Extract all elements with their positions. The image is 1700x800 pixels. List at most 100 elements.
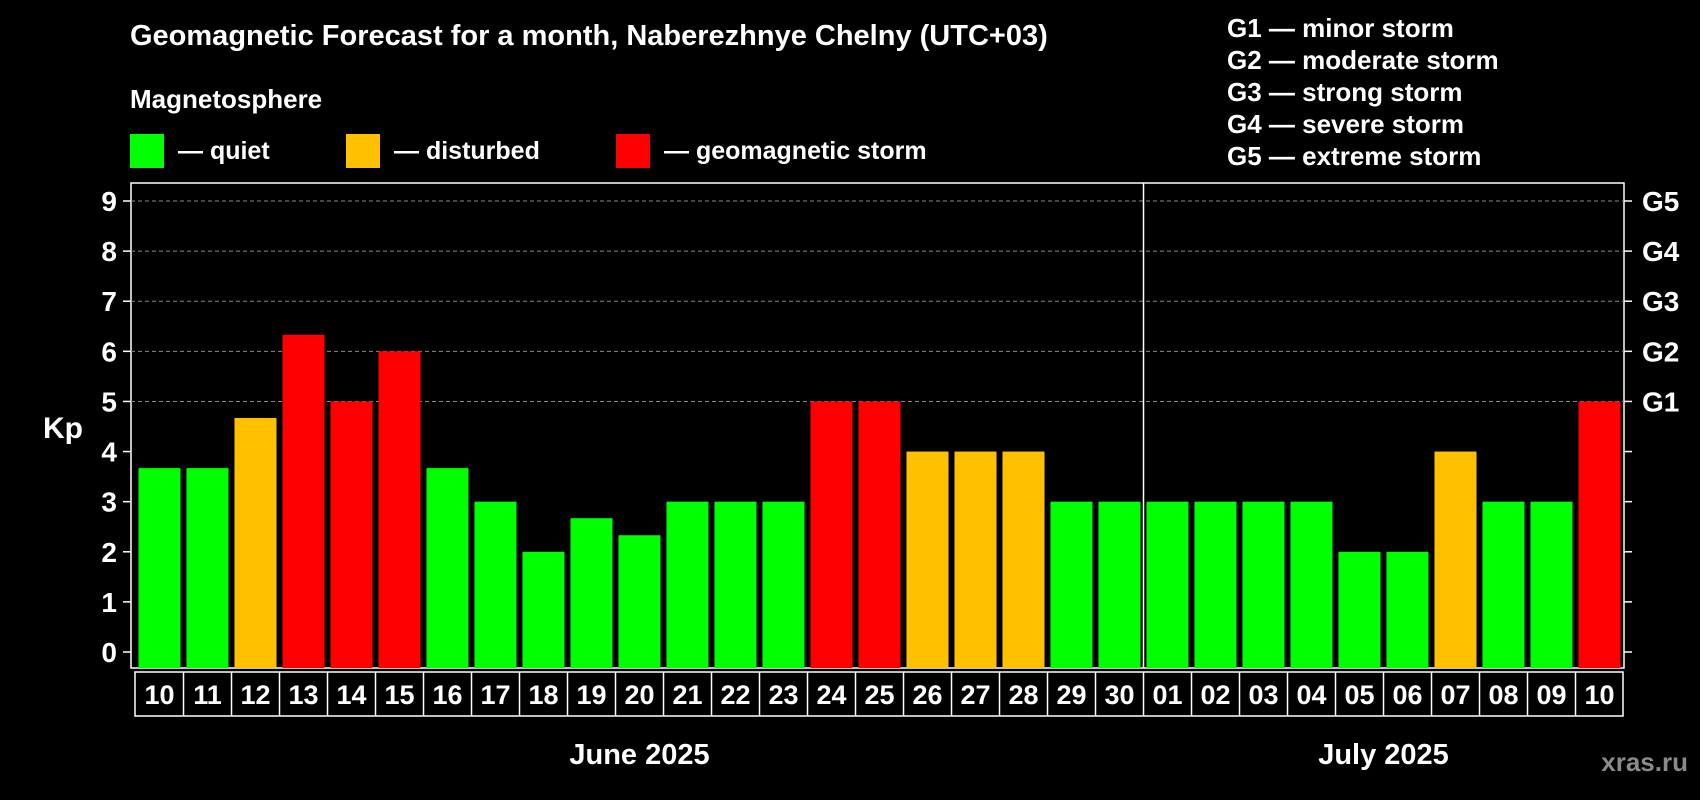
bar-storm	[330, 401, 373, 668]
y-tick-label: 0	[101, 637, 117, 668]
watermark: xras.ru	[1601, 747, 1688, 777]
legend-item-quiet: — quiet	[130, 134, 270, 168]
bar-quiet	[522, 551, 565, 668]
bar-quiet	[1146, 501, 1189, 668]
bar-disturbed	[906, 451, 949, 668]
month-label: July 2025	[1318, 739, 1449, 771]
bar-quiet	[666, 501, 709, 668]
y-tick-label: 5	[101, 386, 117, 417]
chart-title: Geomagnetic Forecast for a month, Nabere…	[130, 20, 1048, 52]
bar-quiet	[762, 501, 805, 668]
y-tick-label: 2	[101, 537, 117, 568]
x-tick-label: 15	[384, 680, 414, 710]
legend-label-quiet: — quiet	[178, 136, 270, 165]
x-tick-label: 05	[1344, 680, 1374, 710]
x-tick-label: 01	[1152, 680, 1182, 710]
bar-disturbed	[1434, 451, 1477, 668]
bar-quiet	[474, 501, 517, 668]
x-tick-label: 02	[1200, 680, 1230, 710]
bar-disturbed	[1002, 451, 1045, 668]
x-tick-label: 10	[1584, 680, 1614, 710]
x-tick-label: 23	[768, 680, 798, 710]
x-tick-label: 08	[1488, 680, 1518, 710]
x-tick-label: 07	[1440, 680, 1470, 710]
bar-storm	[1578, 401, 1621, 668]
x-tick-label: 20	[624, 680, 654, 710]
bar-disturbed	[234, 417, 277, 668]
x-tick-label: 19	[576, 680, 606, 710]
legend-label-storm: — geomagnetic storm	[664, 136, 927, 165]
bar-quiet	[138, 468, 181, 668]
bar-quiet	[426, 468, 469, 668]
bar-quiet	[1482, 501, 1525, 668]
g-scale-label: G5	[1642, 186, 1679, 217]
x-tick-label: 09	[1536, 680, 1566, 710]
x-tick-label: 14	[336, 680, 366, 710]
bar-storm	[378, 351, 421, 668]
x-tick-label: 25	[864, 680, 894, 710]
x-tick-label: 26	[912, 680, 942, 710]
x-tick-label: 13	[288, 680, 318, 710]
x-tick-label: 11	[193, 680, 222, 710]
storm-scale-g2: G2 — moderate storm	[1227, 45, 1499, 75]
y-tick-label: 7	[101, 286, 117, 317]
y-tick-label: 3	[101, 487, 117, 518]
month-label: June 2025	[569, 739, 709, 771]
legend-item-storm: — geomagnetic storm	[616, 134, 927, 168]
legend-swatch-storm	[616, 134, 650, 168]
y-tick-label: 8	[101, 236, 117, 267]
legend-title: Magnetosphere	[130, 84, 323, 114]
storm-scale-g5: G5 — extreme storm	[1227, 141, 1482, 171]
bar-storm	[282, 334, 325, 668]
legend-swatch-quiet	[130, 134, 164, 168]
x-tick-label: 18	[528, 680, 558, 710]
bar-quiet	[618, 535, 661, 668]
legend-label-disturbed: — disturbed	[394, 136, 540, 165]
bar-quiet	[1194, 501, 1237, 668]
storm-scale-g1: G1 — minor storm	[1227, 13, 1454, 43]
x-tick-label: 17	[480, 680, 510, 710]
g-scale-label: G3	[1642, 286, 1679, 317]
storm-scale-g3: G3 — strong storm	[1227, 77, 1463, 107]
x-tick-label: 22	[720, 680, 750, 710]
storm-scale-g4: G4 — severe storm	[1227, 109, 1465, 139]
x-tick-label: 29	[1056, 680, 1086, 710]
bar-quiet	[1386, 551, 1429, 668]
bar-quiet	[1338, 551, 1381, 668]
bar-quiet	[186, 468, 229, 668]
x-tick-label: 21	[672, 680, 702, 710]
legend-swatch-disturbed	[346, 134, 380, 168]
x-tick-label: 28	[1008, 680, 1038, 710]
x-axis-box	[134, 671, 1624, 717]
bar-quiet	[570, 518, 613, 668]
x-tick-label: 03	[1248, 680, 1278, 710]
bar-quiet	[714, 501, 757, 668]
bar-disturbed	[954, 451, 997, 668]
y-tick-label: 6	[101, 336, 117, 367]
g-scale-label: G4	[1642, 236, 1680, 267]
bar-quiet	[1098, 501, 1141, 668]
y-tick-label: 4	[101, 437, 117, 468]
bar-storm	[810, 401, 853, 668]
y-tick-label: 9	[101, 186, 117, 217]
y-tick-label: 1	[101, 587, 117, 618]
g-scale-label: G2	[1642, 336, 1679, 367]
x-tick-label: 30	[1104, 680, 1134, 710]
storm-scale-legend: G1 — minor storm G2 — moderate storm G3 …	[1227, 12, 1499, 172]
bar-quiet	[1530, 501, 1573, 668]
x-tick-label: 27	[960, 680, 990, 710]
bar-quiet	[1290, 501, 1333, 668]
legend-item-disturbed: — disturbed	[346, 134, 540, 168]
x-tick-label: 12	[240, 680, 270, 710]
x-tick-label: 10	[144, 680, 174, 710]
bar-quiet	[1050, 501, 1093, 668]
bar-storm	[858, 401, 901, 668]
x-tick-label: 04	[1296, 680, 1326, 710]
x-tick-label: 24	[816, 680, 846, 710]
g-scale-label: G1	[1642, 386, 1679, 417]
bar-quiet	[1242, 501, 1285, 668]
x-tick-label: 06	[1392, 680, 1422, 710]
x-tick-label: 16	[432, 680, 462, 710]
y-axis-label: Kp	[43, 412, 83, 445]
